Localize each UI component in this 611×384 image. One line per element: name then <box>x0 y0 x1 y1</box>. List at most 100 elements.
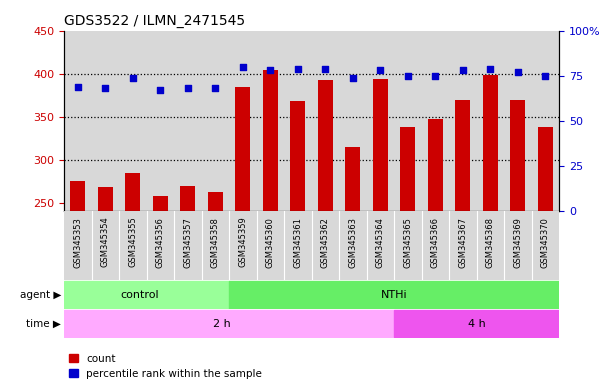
Bar <box>147 31 174 211</box>
Bar <box>125 174 141 384</box>
Point <box>541 73 551 79</box>
Bar <box>208 192 223 384</box>
Point <box>183 85 193 91</box>
Bar <box>64 211 92 280</box>
Point <box>128 74 138 81</box>
Bar <box>119 31 147 211</box>
Bar <box>394 310 559 337</box>
Bar <box>70 181 86 384</box>
Bar <box>373 79 388 384</box>
Text: GSM345366: GSM345366 <box>431 217 440 268</box>
Point <box>458 67 468 73</box>
Bar <box>147 211 174 280</box>
Point <box>293 66 303 72</box>
Point <box>486 66 496 72</box>
Text: GSM345363: GSM345363 <box>348 217 357 268</box>
Bar <box>257 211 284 280</box>
Point <box>156 87 166 93</box>
Bar <box>394 211 422 280</box>
Text: GSM345365: GSM345365 <box>403 217 412 268</box>
Bar <box>174 211 202 280</box>
Bar <box>422 31 449 211</box>
Text: NTHi: NTHi <box>381 290 408 300</box>
Bar <box>290 101 306 384</box>
Bar <box>174 31 202 211</box>
Bar <box>367 211 394 280</box>
Bar <box>400 127 415 384</box>
Bar <box>92 31 119 211</box>
Point <box>210 85 221 91</box>
Text: GSM345359: GSM345359 <box>238 217 247 268</box>
Bar <box>428 119 443 384</box>
Bar <box>532 211 559 280</box>
Text: GSM345367: GSM345367 <box>458 217 467 268</box>
Text: GSM345357: GSM345357 <box>183 217 192 268</box>
Bar <box>339 31 367 211</box>
Bar <box>153 196 168 384</box>
Bar <box>119 211 147 280</box>
Text: 2 h: 2 h <box>213 318 231 329</box>
Point <box>513 69 523 75</box>
Bar <box>202 211 229 280</box>
Bar <box>257 31 284 211</box>
Text: GSM345361: GSM345361 <box>293 217 302 268</box>
Point <box>100 85 111 91</box>
Bar <box>312 211 339 280</box>
Bar <box>477 31 504 211</box>
Text: time ▶: time ▶ <box>26 318 61 329</box>
Bar <box>284 31 312 211</box>
Bar <box>477 211 504 280</box>
Bar <box>483 74 498 384</box>
Bar <box>510 100 525 384</box>
Text: control: control <box>120 290 159 300</box>
Point <box>403 73 413 79</box>
Bar <box>98 187 113 384</box>
Bar <box>263 70 278 384</box>
Bar <box>394 31 422 211</box>
Point <box>238 64 248 70</box>
Point <box>321 66 331 72</box>
Bar <box>532 31 559 211</box>
Text: GSM345355: GSM345355 <box>128 217 137 268</box>
Text: GSM345368: GSM345368 <box>486 217 495 268</box>
Bar <box>180 186 196 384</box>
Bar <box>449 211 477 280</box>
Text: agent ▶: agent ▶ <box>20 290 61 300</box>
Bar <box>64 31 92 211</box>
Bar <box>449 31 477 211</box>
Bar <box>64 310 394 337</box>
Text: GSM345369: GSM345369 <box>513 217 522 268</box>
Bar <box>318 80 333 384</box>
Bar <box>312 31 339 211</box>
Text: GSM345356: GSM345356 <box>156 217 165 268</box>
Point <box>266 67 276 73</box>
Bar <box>455 100 470 384</box>
Text: GSM345354: GSM345354 <box>101 217 110 268</box>
Point <box>376 67 386 73</box>
Legend: count, percentile rank within the sample: count, percentile rank within the sample <box>70 354 262 379</box>
Text: GSM345370: GSM345370 <box>541 217 550 268</box>
Text: GSM345358: GSM345358 <box>211 217 220 268</box>
Text: 4 h: 4 h <box>467 318 486 329</box>
Text: GSM345353: GSM345353 <box>73 217 82 268</box>
Point <box>431 73 441 79</box>
Bar <box>235 86 251 384</box>
Bar <box>229 31 257 211</box>
Text: GSM345362: GSM345362 <box>321 217 330 268</box>
Bar <box>339 211 367 280</box>
Bar <box>504 211 532 280</box>
Bar <box>229 211 257 280</box>
Bar <box>284 211 312 280</box>
Bar <box>345 147 360 384</box>
Point <box>73 84 83 90</box>
Bar <box>538 127 553 384</box>
Bar <box>92 211 119 280</box>
Text: GSM345360: GSM345360 <box>266 217 275 268</box>
Bar <box>202 31 229 211</box>
Bar <box>422 211 449 280</box>
Bar <box>367 31 394 211</box>
Bar <box>64 281 229 309</box>
Text: GSM345364: GSM345364 <box>376 217 385 268</box>
Bar <box>504 31 532 211</box>
Point <box>348 74 358 81</box>
